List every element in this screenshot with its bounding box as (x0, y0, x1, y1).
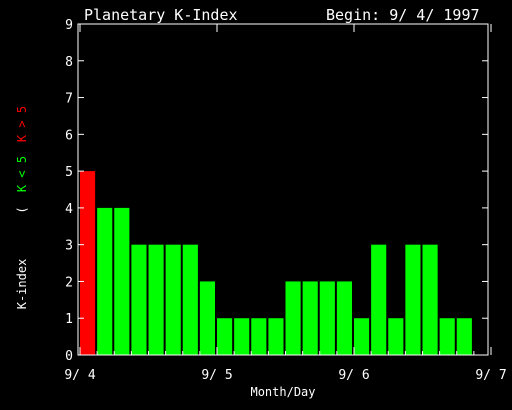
legend-quiet-label: K < 5 (15, 156, 29, 192)
bar (199, 281, 216, 355)
y-tick-label: 9 (65, 18, 73, 33)
bar-group (80, 171, 472, 355)
bar (456, 318, 472, 355)
bar (80, 171, 96, 355)
bar (182, 244, 198, 355)
y-axis-legend: K-index ( K < 5 K > 5 (15, 106, 29, 309)
x-tick-label: 9/ 4 (64, 368, 95, 383)
legend-open-paren: ( (15, 206, 29, 213)
bar (165, 244, 181, 355)
chart-title: Planetary K-Index (84, 6, 238, 24)
x-tick-label: 9/ 7 (475, 368, 506, 383)
bar (302, 281, 318, 355)
y-axis-label: K-index (15, 259, 29, 310)
bar (148, 244, 164, 355)
bar (217, 318, 233, 355)
x-tick-label: 9/ 5 (201, 368, 232, 383)
bar (285, 281, 301, 355)
bar (97, 207, 113, 355)
bar (422, 244, 438, 355)
bar (319, 281, 335, 355)
y-tick-label: 8 (65, 55, 73, 70)
y-tick-label: 4 (65, 202, 73, 217)
legend-storm-label: K > 5 (15, 106, 29, 142)
bar (234, 318, 250, 355)
bar (439, 318, 455, 355)
bar (131, 244, 147, 355)
bar (251, 318, 267, 355)
y-tick-label: 3 (65, 239, 73, 254)
y-axis-ticks: 0 1 2 3 4 5 6 7 8 9 (65, 18, 488, 364)
bar (405, 244, 421, 355)
y-tick-label: 5 (65, 165, 73, 180)
y-tick-label: 6 (65, 128, 73, 143)
bar (354, 318, 370, 355)
y-tick-label: 7 (65, 92, 73, 107)
x-tick-label: 9/ 6 (338, 368, 369, 383)
bar (388, 318, 404, 355)
begin-date-label: Begin: 9/ 4/ 1997 (326, 6, 480, 24)
x-axis-ticks: 9/ 4 9/ 5 9/ 6 9/ 7 (64, 24, 507, 383)
bar (114, 207, 130, 355)
bar (268, 318, 284, 355)
x-axis-label: Month/Day (250, 385, 315, 399)
bar (336, 281, 353, 355)
plot-frame (77, 23, 489, 356)
y-tick-label: 0 (65, 349, 73, 364)
y-tick-label: 2 (65, 275, 73, 290)
bar (371, 244, 387, 355)
y-tick-label: 1 (65, 312, 73, 327)
